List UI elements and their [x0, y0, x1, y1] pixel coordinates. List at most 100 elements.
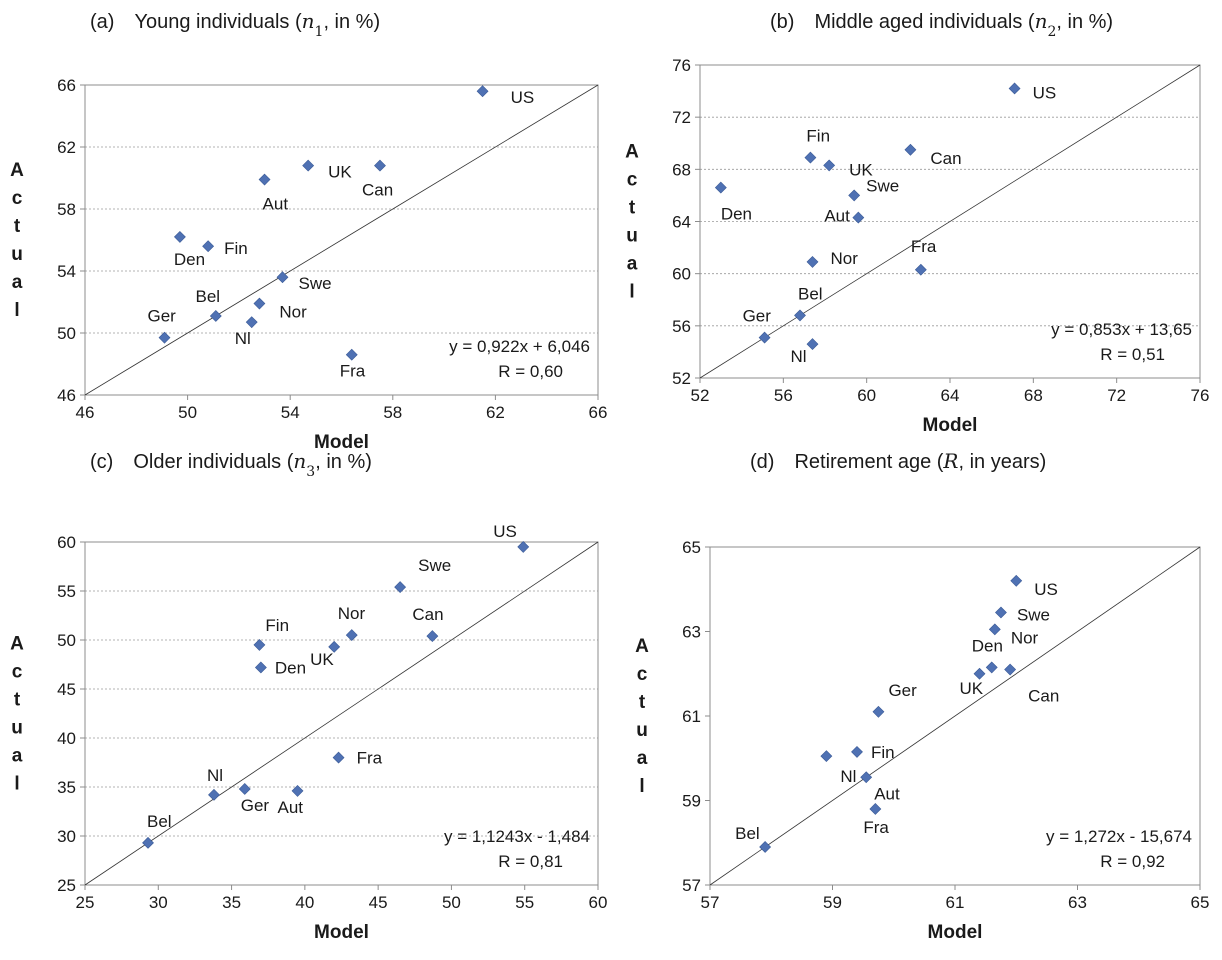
- point-label: Nl: [235, 329, 251, 348]
- data-point: [374, 159, 386, 172]
- regression-equation: y = 1,272x - 15,674: [1046, 827, 1192, 846]
- x-tick-label: 64: [941, 386, 960, 405]
- point-label: Swe: [299, 274, 332, 293]
- y-tick-label: 68: [672, 160, 691, 179]
- x-axis-label: Model: [314, 432, 369, 453]
- data-point: [1010, 574, 1023, 587]
- x-tick-label: 45: [369, 893, 388, 912]
- x-tick-label: 66: [589, 403, 608, 422]
- y-tick-label: 60: [672, 265, 691, 284]
- data-point: [202, 240, 215, 253]
- data-point: [860, 771, 873, 784]
- x-tick-label: 58: [383, 403, 402, 422]
- x-tick-label: 56: [774, 386, 793, 405]
- data-point: [806, 338, 819, 351]
- correlation-r: R = 0,60: [498, 362, 563, 381]
- data-point: [794, 309, 806, 322]
- plot-frame: [84, 541, 599, 886]
- data-point: [426, 630, 439, 643]
- y-tick-label: 52: [672, 369, 691, 388]
- point-label: UK: [310, 650, 334, 669]
- data-point: [253, 297, 266, 310]
- y-tick-label: 40: [57, 729, 76, 748]
- y-tick-label: 25: [57, 876, 76, 895]
- x-axis-label: Model: [928, 922, 983, 943]
- chart-title: (d) Retirement age (R, in years): [750, 449, 1046, 473]
- x-tick-label: 40: [295, 893, 314, 912]
- y-tick-label: 50: [57, 324, 76, 343]
- data-point: [973, 667, 986, 680]
- x-tick-label: 35: [222, 893, 241, 912]
- y-tick-label: 30: [57, 827, 76, 846]
- y-tick-label: 61: [682, 707, 701, 726]
- correlation-r: R = 0,51: [1100, 345, 1165, 364]
- point-label: Ger: [241, 796, 270, 815]
- y-tick-label: 65: [682, 538, 701, 557]
- data-point: [1004, 663, 1017, 676]
- x-tick-label: 76: [1191, 386, 1210, 405]
- data-point: [345, 629, 358, 642]
- y-tick-label: 59: [682, 792, 701, 811]
- chart-panel-0: (a) Young individuals (n1, in %) 46 50 54 58…: [10, 9, 607, 453]
- data-point: [517, 540, 530, 553]
- x-tick-label: 59: [823, 893, 842, 912]
- point-label: UK: [328, 163, 352, 182]
- x-tick-label: 60: [857, 386, 876, 405]
- y-tick-label: 57: [682, 876, 701, 895]
- x-tick-label: 65: [1191, 893, 1210, 912]
- data-point: [208, 788, 220, 801]
- data-point: [851, 745, 863, 758]
- point-label: Fin: [871, 743, 895, 762]
- regression-equation: y = 0,853x + 13,65: [1051, 320, 1192, 339]
- point-label: Can: [1028, 687, 1059, 706]
- x-tick-label: 62: [486, 403, 505, 422]
- point-label: Can: [362, 181, 393, 200]
- chart-panel-1: (b) Middle aged individuals (n2, in %) 52…: [625, 9, 1209, 436]
- point-label: Aut: [824, 207, 850, 226]
- x-tick-label: 63: [1068, 893, 1087, 912]
- y-tick-label: 46: [57, 386, 76, 405]
- regression-equation: y = 1,1243x - 1,484: [444, 827, 590, 846]
- chart-title: (b) Middle aged individuals (n2, in %): [770, 9, 1113, 40]
- y-tick-label: 66: [57, 76, 76, 95]
- y-tick-label: 76: [672, 56, 691, 75]
- data-point: [869, 803, 882, 815]
- y-tick-label: 60: [57, 533, 76, 552]
- x-tick-label: 46: [76, 403, 95, 422]
- data-point: [258, 173, 271, 186]
- x-tick-label: 50: [442, 893, 461, 912]
- point-label: Bel: [735, 824, 760, 843]
- y-tick-label: 50: [57, 631, 76, 650]
- regression-equation: y = 0,922x + 6,046: [449, 337, 590, 356]
- point-label: Can: [930, 149, 961, 168]
- point-label: Aut: [263, 195, 289, 214]
- point-label: US: [493, 522, 517, 541]
- point-label: US: [1033, 83, 1057, 102]
- x-axis-label: Model: [923, 415, 978, 436]
- x-tick-label: 54: [281, 403, 300, 422]
- data-point: [914, 263, 927, 276]
- point-label: US: [1034, 580, 1058, 599]
- x-tick-label: 50: [178, 403, 197, 422]
- x-tick-label: 60: [589, 893, 608, 912]
- y-tick-label: 55: [57, 582, 76, 601]
- data-point: [1008, 82, 1021, 95]
- data-point: [820, 750, 833, 763]
- point-label: Bel: [798, 284, 823, 303]
- point-label: Fin: [806, 127, 830, 146]
- point-label: Nor: [279, 303, 307, 322]
- chart-title: (c) Older individuals (n3, in %): [90, 449, 372, 480]
- data-point: [238, 783, 251, 795]
- data-point: [254, 661, 267, 674]
- point-label: Fra: [357, 749, 383, 768]
- x-axis-label: Model: [314, 922, 369, 943]
- point-label: Nl: [207, 766, 223, 785]
- point-label: Swe: [418, 556, 451, 575]
- point-label: Fra: [340, 362, 366, 381]
- point-label: Aut: [874, 784, 900, 803]
- y-tick-label: 45: [57, 680, 76, 699]
- point-label: Nl: [840, 767, 856, 786]
- data-point: [253, 638, 266, 651]
